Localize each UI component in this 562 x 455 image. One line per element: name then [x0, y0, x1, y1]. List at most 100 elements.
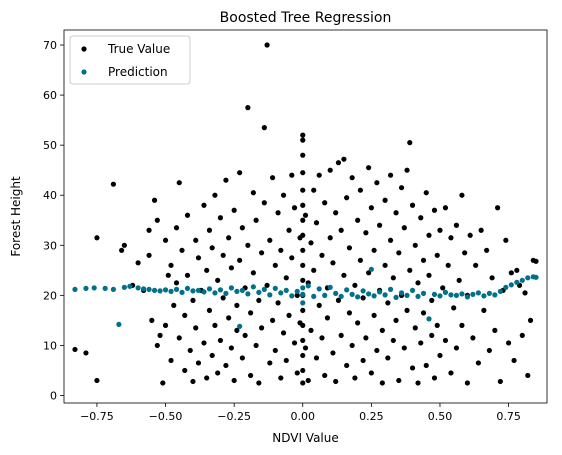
point-s0-156	[335, 160, 342, 166]
point-s0-20	[165, 272, 171, 278]
point-s1-35	[278, 290, 284, 296]
point-s1-28	[239, 287, 245, 293]
point-s0-47	[209, 352, 215, 359]
point-s0-92	[269, 175, 276, 181]
point-s0-191	[385, 300, 391, 306]
y-tick-label-3: 30	[43, 239, 57, 252]
point-s1-24	[223, 290, 229, 296]
point-s1-3	[102, 285, 108, 291]
point-s1-5	[116, 321, 122, 327]
plot-frame	[63, 29, 548, 404]
point-s1-70	[453, 292, 460, 298]
point-s0-200	[396, 250, 402, 256]
x-tick-label-6: 0.75	[496, 410, 521, 423]
point-s0-172	[357, 187, 363, 193]
point-s0-210	[409, 202, 416, 208]
point-s1-19	[195, 287, 202, 293]
point-s0-160	[341, 272, 347, 278]
y-tick-label-2: 20	[43, 289, 57, 302]
point-s0-214	[415, 380, 421, 386]
point-s0-213	[415, 280, 421, 286]
point-s1-73	[470, 291, 476, 297]
point-s0-75	[248, 372, 254, 379]
point-s1-53	[366, 291, 372, 297]
y-tick-label-6: 60	[43, 89, 57, 102]
point-s0-3	[94, 235, 100, 241]
point-s1-21	[206, 286, 213, 292]
point-s1-38	[294, 288, 300, 294]
point-s0-107	[291, 340, 298, 346]
point-s0-131	[302, 345, 309, 351]
points-layer	[72, 42, 539, 386]
point-s0-123	[300, 232, 306, 238]
point-s0-164	[346, 245, 353, 251]
point-s0-10	[146, 252, 152, 258]
point-s1-12	[157, 288, 163, 294]
y-tick-label-7: 70	[43, 39, 57, 52]
legend-box	[69, 35, 191, 85]
point-s0-150	[327, 235, 333, 241]
point-s0-22	[168, 262, 174, 268]
point-s0-151	[330, 350, 336, 356]
point-s1-23	[217, 287, 224, 293]
point-s0-42	[201, 340, 207, 346]
point-s0-206	[404, 307, 410, 313]
point-s0-97	[278, 375, 284, 381]
point-s0-135	[308, 240, 314, 246]
point-s0-217	[420, 257, 427, 263]
point-s1-52	[360, 288, 366, 294]
point-s1-30	[250, 284, 256, 290]
point-s0-126	[300, 187, 306, 193]
point-s0-212	[412, 242, 418, 248]
point-s0-55	[220, 295, 226, 301]
point-s0-27	[176, 180, 182, 186]
point-s0-125	[300, 202, 306, 208]
point-s0-149	[327, 167, 333, 173]
point-s0-31	[184, 212, 191, 218]
point-s1-76	[486, 290, 492, 296]
point-s1-4	[110, 286, 116, 292]
point-s0-229	[437, 227, 443, 233]
point-s0-73	[245, 105, 251, 111]
point-s0-216	[418, 340, 424, 346]
point-s0-56	[220, 252, 226, 258]
point-s0-6	[121, 242, 127, 248]
point-s0-227	[434, 252, 440, 258]
point-s0-65	[234, 302, 240, 308]
point-s0-78	[250, 270, 256, 276]
point-s1-55	[371, 293, 377, 299]
point-s0-94	[272, 347, 278, 354]
point-s0-130	[300, 132, 306, 138]
x-tick-label-0: −0.75	[80, 410, 114, 423]
point-s0-82	[256, 380, 262, 386]
point-s0-215	[418, 215, 424, 221]
point-s0-209	[409, 365, 416, 371]
point-s1-72	[464, 294, 471, 300]
point-s1-41	[300, 285, 306, 291]
point-s0-49	[212, 322, 218, 328]
point-s0-38	[195, 255, 202, 261]
x-axis-label: NDVI Value	[272, 431, 339, 445]
point-s0-24	[173, 225, 180, 231]
point-s0-87	[264, 42, 270, 48]
point-s0-138	[311, 267, 317, 273]
point-s0-88	[264, 282, 270, 288]
point-s0-118	[300, 307, 306, 313]
point-s0-148	[324, 315, 331, 321]
point-s0-127	[300, 170, 306, 176]
point-s0-136	[308, 327, 314, 333]
point-s0-234	[445, 262, 451, 268]
point-s0-267	[525, 372, 531, 379]
point-s0-142	[316, 172, 322, 178]
point-s0-37	[193, 325, 199, 331]
y-tick-label-5: 50	[43, 139, 57, 152]
point-s0-159	[341, 156, 347, 162]
point-s0-91	[269, 317, 276, 323]
point-s0-154	[333, 378, 339, 385]
point-s0-93	[272, 262, 278, 268]
point-s1-78	[497, 288, 503, 294]
point-s1-32	[261, 286, 267, 292]
point-s0-54	[217, 337, 224, 344]
point-s0-175	[363, 230, 369, 236]
point-s0-4	[110, 181, 116, 187]
